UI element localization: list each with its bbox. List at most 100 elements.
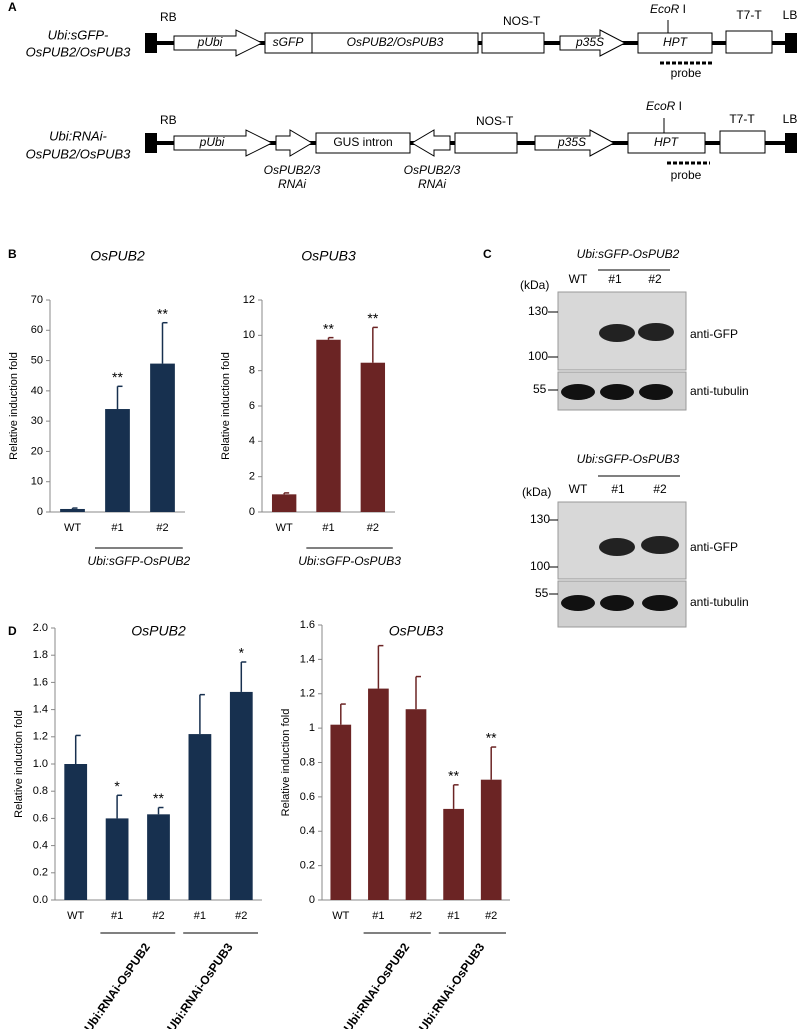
label: #2 — [648, 272, 662, 286]
y-tick-label: 2 — [249, 471, 255, 483]
shape — [411, 129, 451, 157]
label: NOS-T — [476, 114, 514, 128]
western-blot: Ubi:sGFP-OsPUB2 (kDa) WT #1 #2 130 100 5… — [520, 247, 749, 411]
label: probe — [671, 168, 702, 182]
y-axis-label: Relative induction fold — [13, 710, 25, 818]
chart-title: OsPUB3 — [389, 623, 444, 639]
x-tick-label: WT — [276, 522, 293, 534]
label: probe — [671, 66, 702, 80]
shape — [600, 595, 634, 611]
x-tick-label: #1 — [111, 910, 123, 922]
y-tick-label: 50 — [31, 354, 43, 366]
x-tick-label: #2 — [410, 910, 422, 922]
y-tick-label: 2.0 — [33, 622, 48, 634]
label: anti-GFP — [690, 540, 738, 554]
shape — [599, 324, 635, 342]
bar — [360, 362, 386, 512]
y-tick-label: 0.0 — [33, 894, 48, 906]
label: #2 — [653, 482, 667, 496]
construct: Ubi:sGFP- OsPUB2/OsPUB3 RB pUbi sGFP OsP… — [26, 2, 798, 80]
label: NOS-T — [503, 14, 541, 28]
shape — [638, 323, 674, 341]
y-tick-label: 30 — [31, 415, 43, 427]
y-tick-label: 1.0 — [33, 758, 48, 770]
shape — [264, 32, 479, 54]
shape — [785, 133, 797, 153]
y-tick-label: 0.6 — [33, 812, 48, 824]
bar — [316, 339, 341, 512]
x-tick-label: #2 — [485, 910, 497, 922]
label: OsPUB2/3 — [404, 163, 461, 177]
y-tick-label: 1.6 — [300, 619, 315, 631]
chart-title: OsPUB3 — [301, 248, 356, 264]
shape — [173, 129, 274, 157]
significance: ** — [153, 790, 164, 806]
bar — [147, 814, 170, 900]
shape — [599, 538, 635, 556]
label: HPT — [663, 35, 689, 49]
y-tick-label: 0.6 — [300, 791, 315, 803]
shape — [561, 384, 595, 400]
x-tick-label: #1 — [322, 522, 334, 534]
label: anti-GFP — [690, 327, 738, 341]
label: 100 — [528, 349, 548, 363]
y-axis-label: Relative induction fold — [8, 352, 20, 460]
label: anti-tubulin — [690, 595, 749, 609]
bar — [405, 709, 427, 900]
label: Ubi:RNAi- — [49, 128, 107, 143]
label: EcoR I — [650, 2, 686, 16]
x-tick-label: #1 — [372, 910, 384, 922]
y-tick-label: 1.6 — [33, 676, 48, 688]
bar — [443, 808, 464, 900]
shape — [639, 384, 673, 400]
group-label: Ubi:RNAi-OsPUB2 — [341, 940, 413, 1029]
y-axis-label: Relative induction fold — [280, 709, 292, 817]
y-tick-label: 8 — [249, 365, 255, 377]
label: Ubi:sGFP- — [48, 27, 109, 42]
bar — [368, 688, 389, 900]
shape — [600, 384, 634, 400]
x-tick-label: WT — [67, 910, 84, 922]
label: (kDa) — [520, 278, 549, 292]
label: p35S — [575, 35, 604, 49]
chart-title: OsPUB2 — [131, 623, 186, 639]
significance: * — [239, 645, 245, 661]
label: pUbi — [197, 35, 223, 49]
significance: ** — [112, 369, 123, 385]
label: EcoR — [646, 99, 676, 113]
chart-title: OsPUB2 — [90, 248, 145, 264]
bar — [150, 363, 175, 512]
shape — [145, 33, 157, 53]
significance: ** — [486, 730, 497, 746]
y-tick-label: 1 — [309, 722, 315, 734]
y-tick-label: 0 — [309, 894, 315, 906]
panel-label: B — [8, 247, 17, 261]
significance: ** — [367, 310, 378, 326]
label: WT — [569, 272, 588, 286]
label: EcoR I — [646, 99, 682, 113]
label: T7-T — [736, 8, 762, 22]
label: LB — [783, 112, 798, 126]
bar — [480, 779, 502, 900]
shape — [785, 33, 797, 53]
shape — [559, 29, 627, 57]
y-tick-label: 1.4 — [300, 653, 315, 665]
label: RNAi — [278, 177, 306, 191]
y-tick-label: 40 — [31, 385, 43, 397]
label: (kDa) — [522, 485, 551, 499]
label: #1 — [611, 482, 625, 496]
label: GUS intron — [333, 135, 392, 149]
x-tick-label: #1 — [111, 522, 123, 534]
x-tick-label: #1 — [447, 910, 459, 922]
label: I — [679, 2, 686, 16]
y-tick-label: 70 — [31, 294, 43, 306]
bar — [188, 734, 212, 900]
y-tick-label: 0.8 — [33, 785, 48, 797]
y-tick-label: 12 — [243, 294, 255, 306]
y-tick-label: 0 — [249, 506, 255, 518]
significance: ** — [157, 305, 168, 321]
shape — [315, 132, 411, 154]
panel-label: C — [483, 247, 492, 261]
y-tick-label: 4 — [249, 435, 255, 447]
